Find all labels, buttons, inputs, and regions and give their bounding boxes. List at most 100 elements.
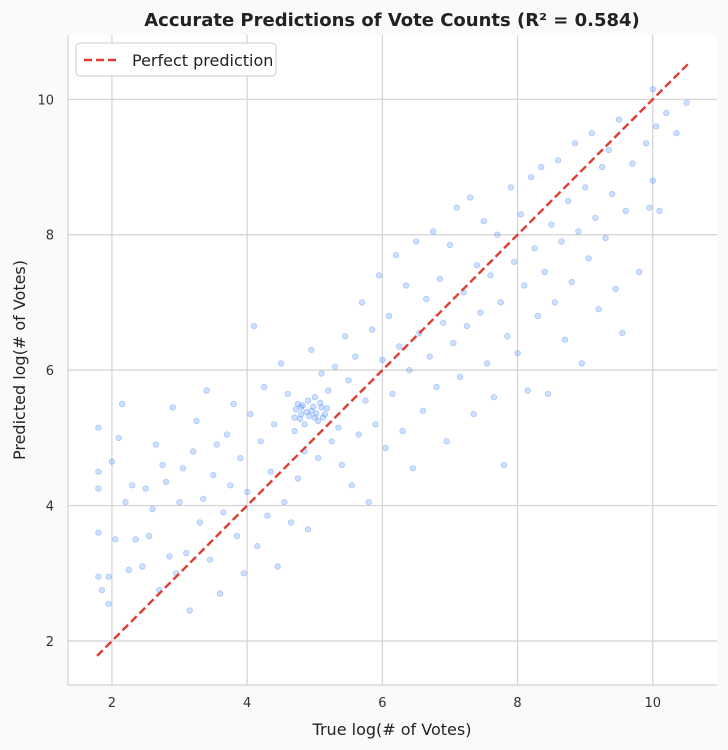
scatter-point <box>159 461 166 469</box>
scatter-point <box>125 566 132 574</box>
scatter-point <box>328 438 335 445</box>
scatter-point <box>193 417 200 425</box>
scatter-point <box>605 147 612 154</box>
scatter-point <box>308 407 315 414</box>
scatter-point <box>274 563 281 570</box>
scatter-point <box>139 563 146 570</box>
scatter-point <box>105 600 112 607</box>
scatter-point <box>240 570 247 577</box>
scatter-point <box>527 174 535 181</box>
chart-title: Accurate Predictions of Vote Counts (R² … <box>144 10 640 31</box>
scatter-point <box>399 428 406 435</box>
scatter-point <box>521 282 528 289</box>
scatter-point <box>281 499 288 506</box>
scatter-point <box>146 532 153 540</box>
scatter-point <box>517 211 525 218</box>
scatter-point <box>359 299 366 306</box>
x-tick-label: 6 <box>378 696 386 711</box>
legend-label: Perfect prediction <box>132 51 273 70</box>
scatter-point <box>301 421 308 428</box>
scatter-point <box>446 241 454 248</box>
scatter-point <box>436 275 443 282</box>
scatter-point <box>453 204 460 211</box>
scatter-point <box>345 377 352 384</box>
scatter-point <box>551 299 558 306</box>
y-tick-label: 8 <box>46 229 54 244</box>
scatter-point <box>95 573 102 580</box>
scatter-point <box>656 207 663 215</box>
scatter-point <box>291 428 298 435</box>
scatter-point <box>291 414 298 421</box>
scatter-point <box>186 607 193 614</box>
scatter-point <box>646 204 653 211</box>
scatter-point <box>325 387 332 394</box>
scatter-point <box>554 157 562 164</box>
scatter-point <box>497 299 504 306</box>
scatter-point <box>430 228 437 235</box>
scatter-point <box>409 465 416 472</box>
scatter-point <box>277 360 285 367</box>
scatter-point <box>190 448 197 455</box>
scatter-point <box>457 373 464 381</box>
legend-frame <box>75 42 277 77</box>
scatter-point <box>433 384 440 391</box>
scatter-point <box>450 340 457 347</box>
scatter-point <box>636 268 643 276</box>
x-axis-label: True log(# of Votes) <box>312 720 472 739</box>
scatter-point <box>470 411 477 418</box>
scatter-point <box>176 499 183 506</box>
scatter-point <box>112 536 119 543</box>
scatter-point <box>315 417 322 425</box>
scatter-point <box>118 400 126 408</box>
scatter-point <box>541 268 548 276</box>
scatter-point <box>494 231 501 238</box>
scatter-point <box>315 455 322 462</box>
scatter-point <box>311 394 318 401</box>
x-tick-label: 2 <box>108 696 116 711</box>
scatter-point <box>299 402 306 409</box>
scatter-point <box>615 116 623 123</box>
scatter-point <box>386 312 393 320</box>
scatter-point <box>298 411 305 418</box>
scatter-point <box>294 400 302 408</box>
scatter-point <box>663 109 670 116</box>
scatter-point <box>575 228 582 235</box>
scatter-point <box>352 353 359 360</box>
scatter-point <box>271 421 278 428</box>
scatter-point <box>264 512 271 519</box>
scatter-point <box>622 207 629 215</box>
scatter-point <box>683 99 690 106</box>
scatter-point <box>254 543 261 550</box>
scatter-point <box>294 475 302 482</box>
scatter-point <box>317 399 324 406</box>
scatter-point <box>561 336 569 343</box>
scatter-point <box>375 272 383 279</box>
y-tick-label: 4 <box>46 500 54 515</box>
scatter-point <box>129 482 136 489</box>
scatter-point <box>196 519 203 526</box>
scatter-point <box>311 414 318 421</box>
y-tick-label: 6 <box>46 364 54 379</box>
scatter-point <box>440 319 447 326</box>
scatter-point <box>217 590 224 597</box>
scatter-point <box>319 414 327 421</box>
scatter-point <box>321 411 329 418</box>
scatter-point <box>362 397 369 404</box>
scatter-point <box>649 177 656 184</box>
scatter-point <box>331 363 339 370</box>
scatter-point <box>261 384 268 391</box>
scatter-point <box>598 163 606 171</box>
scatter-point <box>348 482 356 489</box>
scatter-point <box>477 309 484 316</box>
scatter-point <box>514 350 521 357</box>
scatter-point <box>247 411 254 418</box>
scatter-point <box>382 444 389 452</box>
scatter-point <box>480 218 487 225</box>
scatter-point <box>534 312 541 320</box>
scatter-point <box>571 140 579 147</box>
scatter-point <box>619 329 626 337</box>
scatter-point <box>152 441 159 448</box>
scatter-point <box>203 387 210 394</box>
scatter-point <box>296 415 304 423</box>
